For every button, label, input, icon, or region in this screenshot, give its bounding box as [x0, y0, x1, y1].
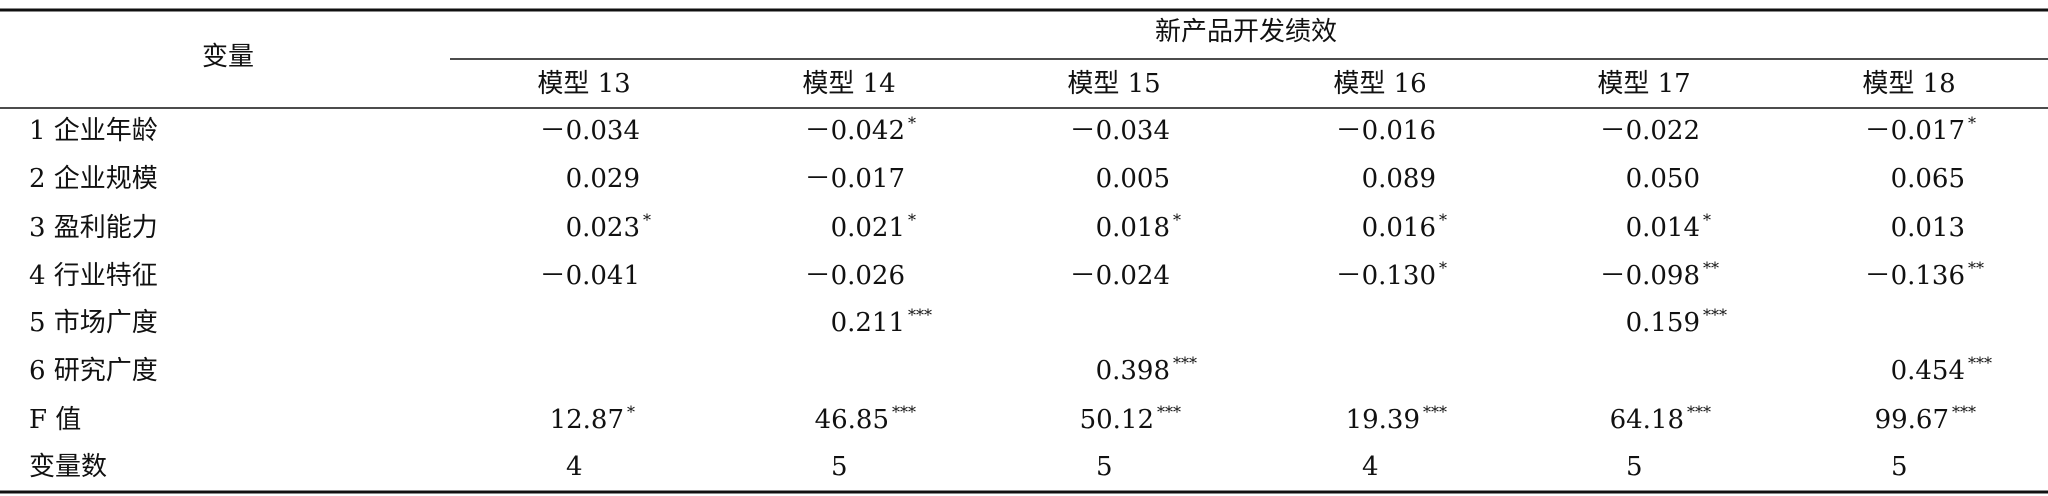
significance: ***: [892, 403, 916, 422]
significance: *: [1173, 211, 1181, 230]
cell-value: 0.454: [1891, 356, 1965, 386]
cell-value: 19.39: [1346, 405, 1420, 435]
significance: *: [1439, 211, 1447, 230]
significance: *: [908, 114, 916, 133]
cell-value: －0.098: [1600, 261, 1700, 291]
cell-value: 0.018: [1096, 213, 1170, 243]
cell-value: －0.042: [805, 116, 905, 146]
cell-value: 0.023: [566, 213, 640, 243]
significance: ***: [1952, 403, 1976, 422]
column-header: 模型 16: [1333, 69, 1426, 99]
row-label: F 值: [29, 405, 81, 435]
cell-value: 5: [1891, 452, 1908, 482]
significance: ***: [1703, 306, 1727, 325]
cell-value: 99.67: [1875, 405, 1949, 435]
significance: *: [908, 211, 916, 230]
significance: ***: [1423, 403, 1447, 422]
cell-value: 0.211: [831, 308, 905, 338]
significance: ***: [1173, 354, 1197, 373]
cell-value: 46.85: [815, 405, 889, 435]
cell-value: 0.398: [1096, 356, 1170, 386]
significance: *: [643, 211, 651, 230]
significance: ***: [908, 306, 932, 325]
cell-value: －0.026: [805, 261, 905, 291]
row-label: 2 企业规模: [29, 164, 158, 194]
column-header: 模型 14: [802, 69, 895, 99]
cell-value: 0.050: [1626, 164, 1700, 194]
significance: *: [1968, 114, 1976, 133]
cell-value: －0.136: [1865, 261, 1965, 291]
cell-value: 0.089: [1362, 164, 1436, 194]
cell-value: 5: [1096, 452, 1113, 482]
cell-value: －0.016: [1336, 116, 1436, 146]
significance: ***: [1687, 403, 1711, 422]
cell-value: －0.024: [1070, 261, 1170, 291]
significance: **: [1968, 259, 1984, 278]
column-header: 模型 15: [1067, 69, 1160, 99]
cell-value: 0.013: [1891, 213, 1965, 243]
cell-value: －0.130: [1336, 261, 1436, 291]
cell-value: 4: [1362, 452, 1379, 482]
cell-value: 12.87: [550, 405, 624, 435]
cell-value: －0.034: [540, 116, 640, 146]
row-label: 6 研究广度: [29, 356, 158, 386]
row-label: 变量数: [29, 452, 107, 482]
cell-value: 0.065: [1891, 164, 1965, 194]
cell-value: －0.017: [1865, 116, 1965, 146]
cell-value: 5: [1626, 452, 1643, 482]
row-label: 3 盈利能力: [29, 213, 158, 243]
row-label: 4 行业特征: [29, 261, 158, 291]
significance: ***: [1157, 403, 1181, 422]
cell-value: －0.022: [1600, 116, 1700, 146]
row-label-header: 变量: [202, 42, 254, 72]
significance: *: [1439, 259, 1447, 278]
cell-value: 0.159: [1626, 308, 1700, 338]
significance: ***: [1968, 354, 1992, 373]
cell-value: 5: [831, 452, 848, 482]
column-header: 模型 18: [1862, 69, 1955, 99]
significance: *: [627, 403, 635, 422]
significance: **: [1703, 259, 1719, 278]
cell-value: 0.005: [1096, 164, 1170, 194]
cell-value: －0.017: [805, 164, 905, 194]
cell-value: 0.016: [1362, 213, 1436, 243]
group-header: 新产品开发绩效: [1155, 17, 1337, 47]
row-label: 1 企业年龄: [29, 116, 158, 146]
column-header: 模型 17: [1597, 69, 1690, 99]
cell-value: 0.021: [831, 213, 905, 243]
cell-value: 50.12: [1080, 405, 1154, 435]
significance: *: [1703, 211, 1711, 230]
cell-value: －0.034: [1070, 116, 1170, 146]
cell-value: 64.18: [1610, 405, 1684, 435]
row-label: 5 市场广度: [29, 308, 158, 338]
cell-value: 4: [566, 452, 583, 482]
cell-value: 0.014: [1626, 213, 1700, 243]
cell-value: 0.029: [566, 164, 640, 194]
column-header: 模型 13: [537, 69, 630, 99]
cell-value: －0.041: [540, 261, 640, 291]
